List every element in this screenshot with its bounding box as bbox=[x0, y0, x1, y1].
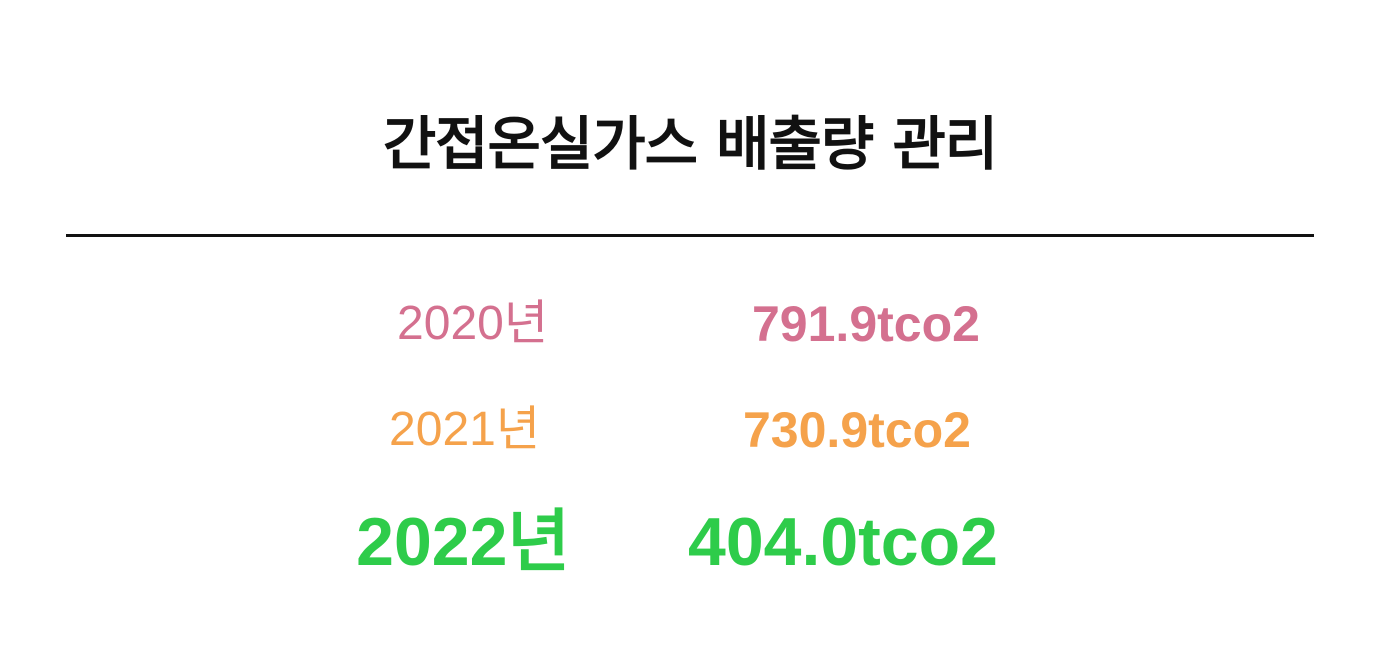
emission-row-2021: 2021년 730.9tco2 bbox=[0, 398, 1380, 462]
emission-value: 404.0tco2 bbox=[688, 504, 998, 580]
emission-row-2020: 2020년 791.9tco2 bbox=[0, 292, 1380, 356]
title-divider bbox=[66, 234, 1314, 237]
emission-value: 791.9tco2 bbox=[752, 296, 980, 352]
year-label: 2021년 bbox=[389, 403, 540, 456]
page-title: 간접온실가스 배출량 관리 bbox=[382, 110, 998, 178]
year-label: 2020년 bbox=[397, 297, 548, 350]
emission-row-2022: 2022년 404.0tco2 bbox=[0, 500, 1380, 584]
year-label: 2022년 bbox=[356, 504, 570, 580]
emission-value: 730.9tco2 bbox=[743, 402, 971, 458]
